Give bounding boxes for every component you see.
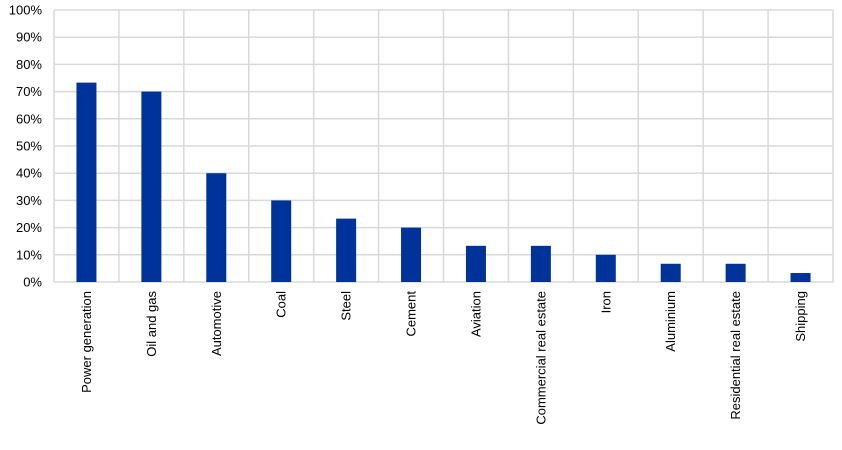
x-tick-label: Power generation [79,291,94,393]
y-tick-label: 0% [23,275,42,290]
x-tick-label: Cement [404,291,419,337]
x-tick-label: Commercial real estate [533,291,548,425]
bar [336,218,357,282]
bar [401,227,422,282]
y-tick-label: 70% [16,84,42,99]
bar [206,173,227,282]
bar [76,82,97,283]
bar [595,254,616,282]
y-tick-label: 10% [16,247,42,262]
x-tick-label: Shipping [793,291,808,342]
bar [465,245,486,282]
bar [660,263,681,282]
y-tick-label: 60% [16,111,42,126]
y-tick-label: 50% [16,139,42,154]
y-tick-label: 20% [16,220,42,235]
bar [271,200,292,282]
bar [530,245,551,282]
y-tick-label: 40% [16,166,42,181]
x-tick-label: Steel [339,291,354,321]
x-tick-label: Aluminium [663,291,678,352]
x-tick-label: Iron [598,291,613,313]
x-tick-label: Aviation [468,291,483,337]
x-tick-label: Residential real estate [728,291,743,420]
x-tick-label: Oil and gas [144,291,159,357]
y-tick-label: 80% [16,57,42,72]
x-tick-label: Coal [274,291,289,318]
bar [790,273,811,282]
y-tick-label: 90% [16,30,42,45]
x-tick-label: Automotive [209,291,224,356]
y-tick-label: 30% [16,193,42,208]
bar [725,263,746,282]
bar [141,91,162,282]
y-tick-label: 100% [9,3,43,18]
